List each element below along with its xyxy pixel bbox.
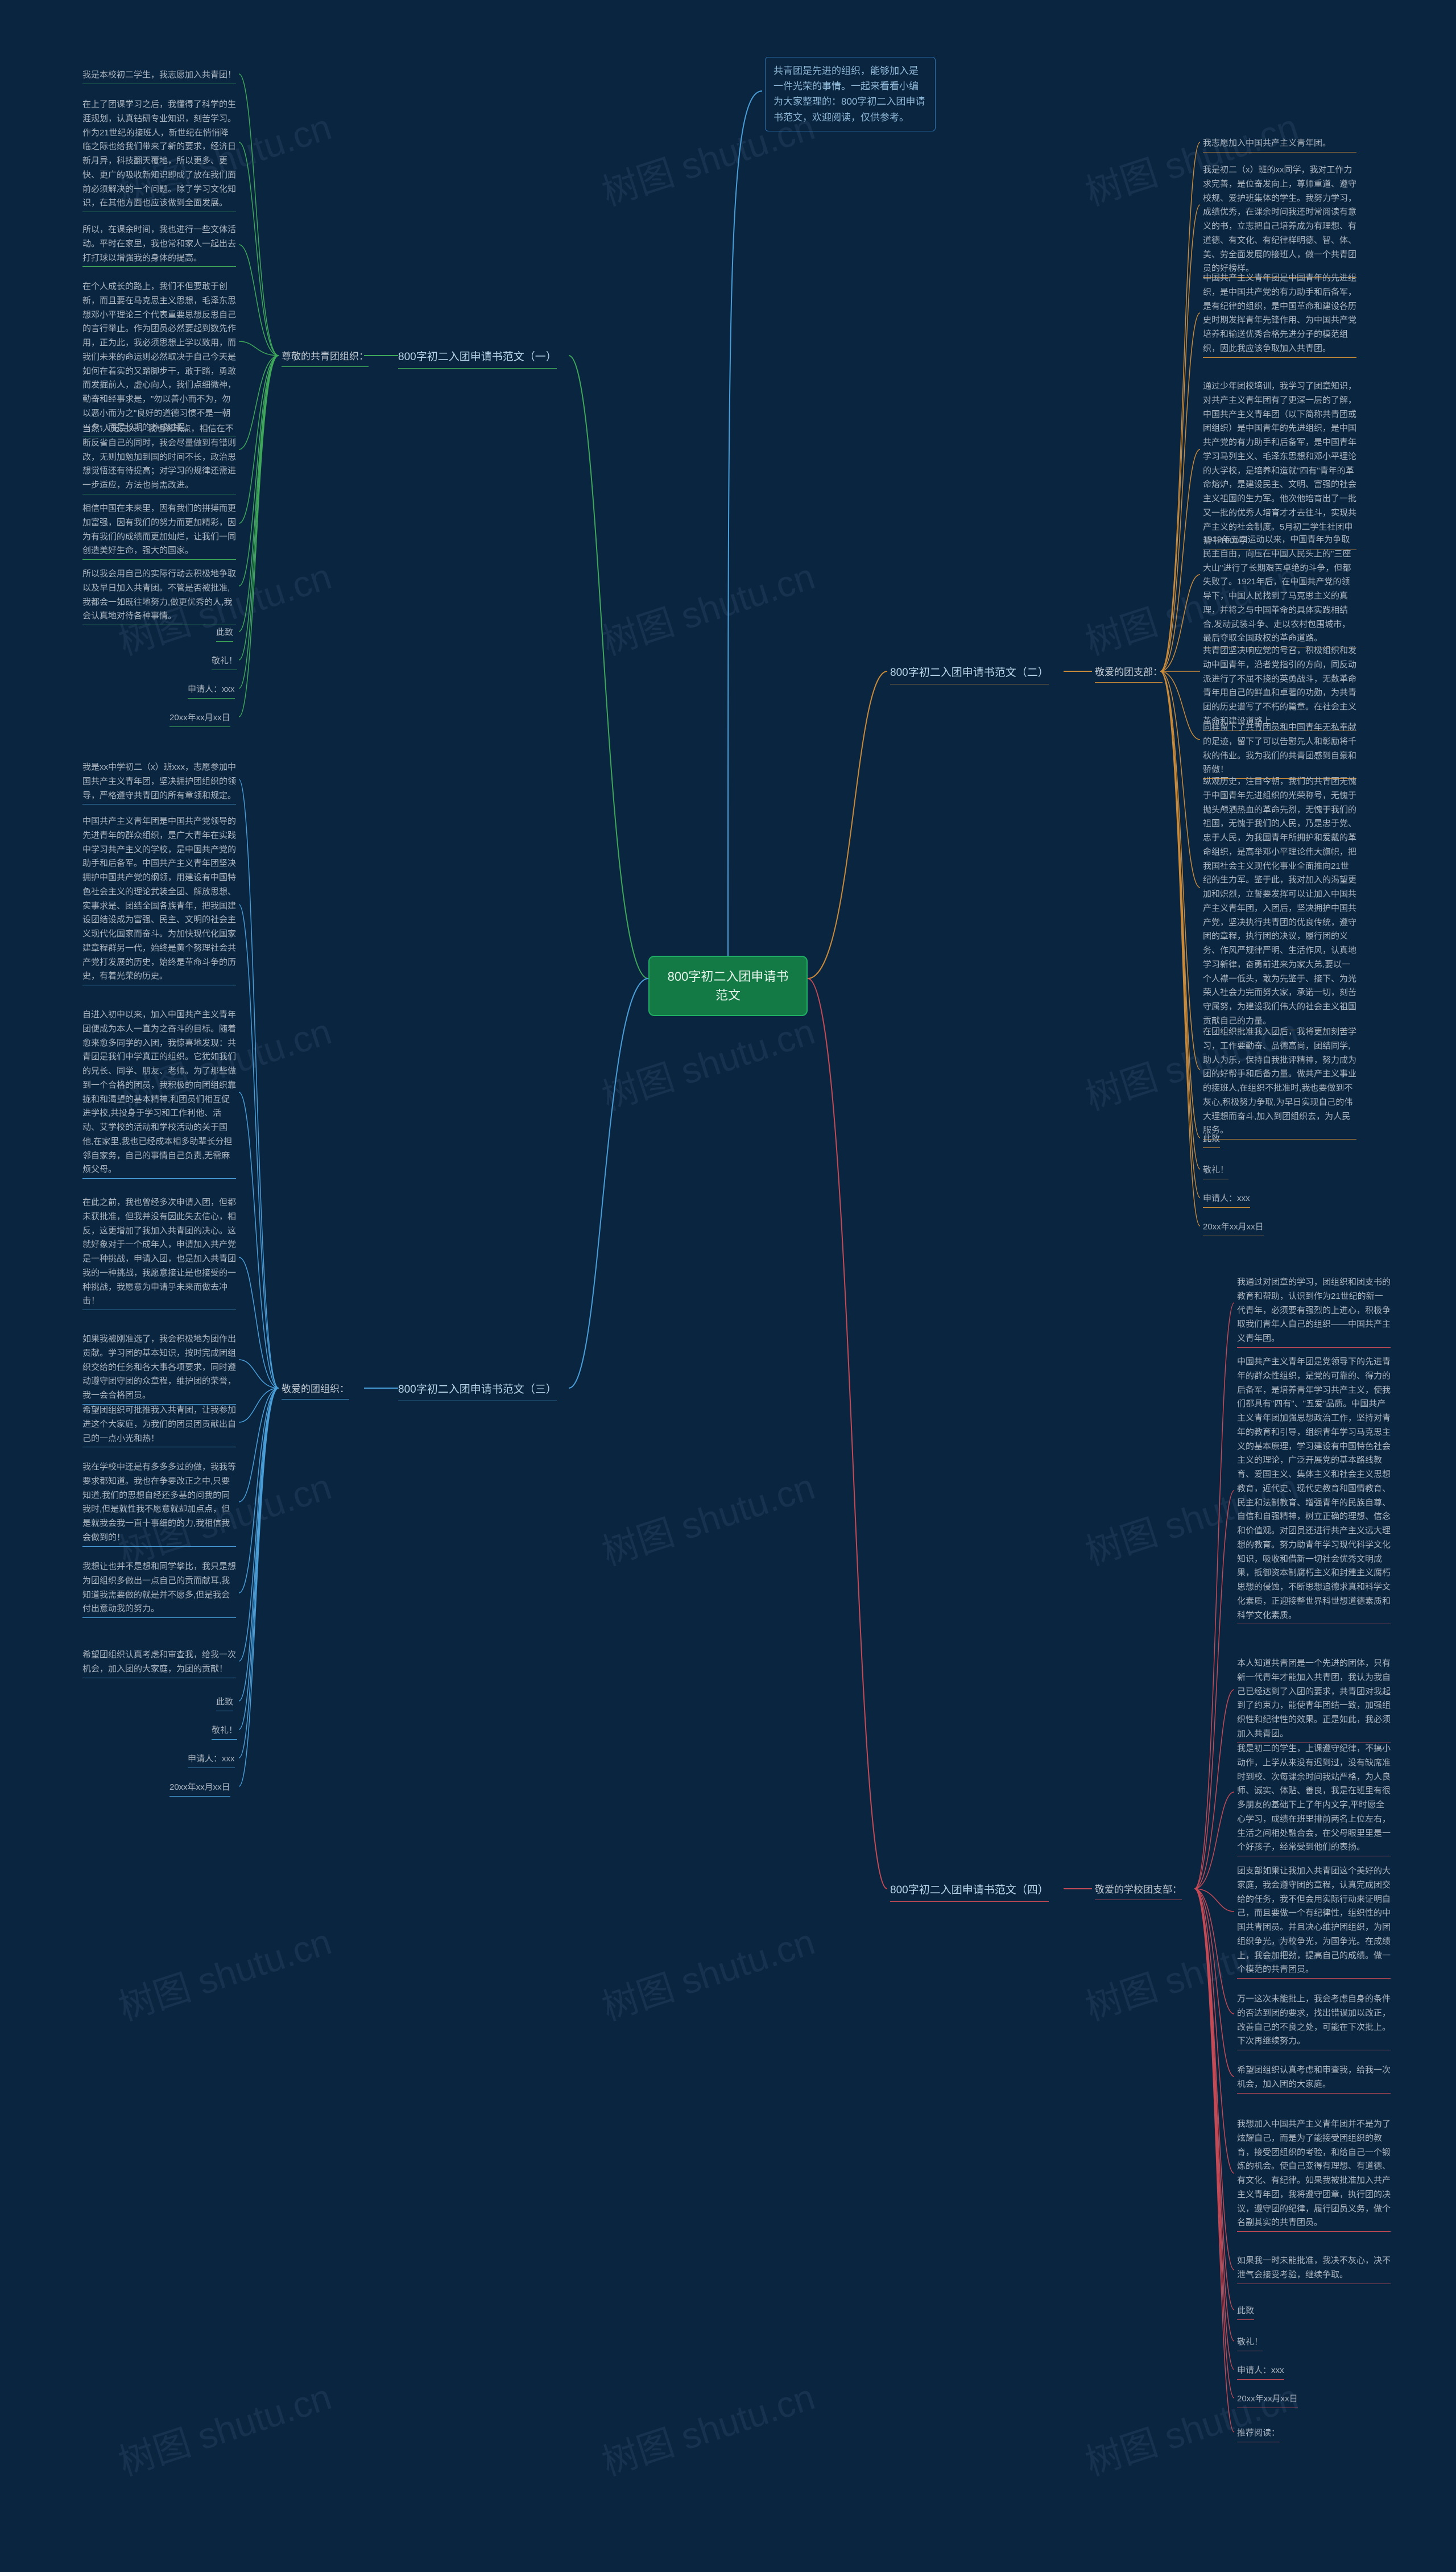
- leaf: 20xx年xx月xx日: [169, 1780, 230, 1797]
- leaf: 20xx年xx月xx日: [169, 710, 230, 727]
- leaf: 在团组织批准我入团后，我将更加刻苦学习，工作要勤奋、品德高尚，团结同学,助人为乐…: [1203, 1024, 1356, 1140]
- watermark: 树图 shutu.cn: [594, 2368, 820, 2486]
- leaf: 自进入初中以来，加入中国共产主义青年团便成为本人一直为之奋斗的目标。随着愈来愈多…: [82, 1007, 236, 1179]
- leaf: 20xx年xx月xx日: [1203, 1219, 1264, 1236]
- leaf: 1919年五四运动以来，中国青年为争取民主自由，向压在中国人民头上的"三座大山"…: [1203, 532, 1356, 647]
- leaf: 如果我一时未能批准，我决不灰心，决不泄气会接受考验，继续争取。: [1237, 2253, 1391, 2284]
- mindmap-canvas: 树图 shutu.cn 树图 shutu.cn 树图 shutu.cn 树图 s…: [0, 0, 1456, 2572]
- leaf: 此致: [216, 625, 233, 642]
- leaf: 万一这次未能批上，我会考虑自身的条件的否达到团的要求，找出错误加以改正，改善自己…: [1237, 1991, 1391, 2050]
- leaf: 我志愿加入中国共产主义青年团。: [1203, 135, 1356, 152]
- watermark: 树图 shutu.cn: [594, 1913, 820, 2030]
- center-title: 800字初二入团申请书范文: [668, 969, 789, 1002]
- leaf: 本人知道共青团是一个先进的团体，只有新一代青年才能加入共青团，我认为我自己已经达…: [1237, 1656, 1391, 1743]
- leaf: 敬礼！: [212, 653, 237, 670]
- leaf: 20xx年xx月xx日: [1237, 2391, 1298, 2408]
- leaf: 在上了团课学习之后，我懂得了科学的生涯规划，认真钻研专业知识，刻苦学习。作为21…: [82, 97, 236, 212]
- leaf: 推荐阅读：: [1237, 2425, 1280, 2442]
- leaf: 中国共产主义青年团是中国共产党领导的先进青年的群众组织，是广大青年在实践中学习共…: [82, 814, 236, 985]
- leaf: 我是初二的学生，上课遵守纪律，不搞小动作，上学从来没有迟到过，没有缺席准时到校、…: [1237, 1741, 1391, 1856]
- leaf: 同样留下了共青团员和中国青年无私奉献的足迹，留下了可以告慰先人和彰励将千秋的伟业…: [1203, 720, 1356, 779]
- watermark: 树图 shutu.cn: [111, 1913, 337, 2030]
- leaf: 共青团坚决响应党的号召，积极组织和发动中国青年，沿者党指引的方向，同反动派进行了…: [1203, 643, 1356, 730]
- leaf: 在个人成长的路上，我们不但要敢于创新，而且要在马克思主义思想，毛泽东思想邓小平理…: [82, 279, 236, 436]
- leaf: 我在学校中还是有多多多过的做，我我等要求都知道。我也在争要改正之中,只要知道,我…: [82, 1459, 236, 1547]
- leaf: 中国共产主义青年团是中国青年的先进组织，是中国共产党的有力助手和后备军，是有纪律…: [1203, 270, 1356, 358]
- leaf: 希望团组织可批推我入共青团，让我参加进这个大家庭，为我们的团员团贡献出自己的一点…: [82, 1402, 236, 1447]
- branch-1-sub: 尊敬的共青团组织：: [282, 349, 369, 367]
- leaf: 希望团组织认真考虑和审查我，给我一次机会，加入团的大家庭。: [1237, 2062, 1391, 2094]
- leaf: 相信中国在未来里，因有我们的拼搏而更加富强，因有我们的努力而更加精彩，因为有我们…: [82, 501, 236, 560]
- leaf: 敬礼！: [1237, 2334, 1263, 2351]
- leaf: 敬礼！: [212, 1723, 237, 1740]
- branch-3-label: 800字初二入团申请书范文（三）: [398, 1382, 557, 1401]
- leaf: 我想让也并不是想和同学攀比，我只是想为团组织多做出一点自己的贡而献耳,我知道我需…: [82, 1559, 236, 1618]
- leaf: 中国共产主义青年团是党领导下的先进青年的群众性组织，是党的可靠的、得力的后备军，…: [1237, 1354, 1391, 1624]
- leaf: 我是xx中学初二（x）班xxx，志愿参加中国共产主义青年团，坚决拥护团组织的领导…: [82, 759, 236, 804]
- leaf: 申请人：xxx: [1237, 2363, 1284, 2380]
- leaf: 此致: [1237, 2303, 1254, 2320]
- leaf: 团支部如果让我加入共青团这个美好的大家庭，我会遵守团的章程，认真完成团交给的任务…: [1237, 1863, 1391, 1979]
- leaf: 此致: [216, 1694, 233, 1711]
- leaf: 申请人：xxx: [188, 682, 235, 699]
- leaf: 此致: [1203, 1131, 1220, 1148]
- leaf: 当然"人无完人"，我也有缺点，相信在不断反省自己的同时，我会尽量做到有错则改，无…: [82, 421, 236, 494]
- center-node: 800字初二入团申请书范文: [648, 956, 808, 1016]
- leaf: 我是初二（x）班的xx同学，我对工作力求完善，是位奋发向上，尊师重道、遵守校规、…: [1203, 162, 1356, 278]
- watermark: 树图 shutu.cn: [594, 1002, 820, 1120]
- leaf: 我是本校初二学生，我志愿加入共青团！: [82, 67, 236, 84]
- leaf: 所以，在课余时间，我也进行一些文体活动。平时在家里，我也常和家人一起出去打打球以…: [82, 222, 236, 267]
- branch-4-sub: 敬爱的学校团支部：: [1095, 1882, 1182, 1900]
- branch-2-label: 800字初二入团申请书范文（二）: [890, 665, 1049, 684]
- intro-text: 共青团是先进的组织，能够加入是一件光荣的事情。一起来看看小编为大家整理的：800…: [774, 65, 925, 123]
- intro-node: 共青团是先进的组织，能够加入是一件光荣的事情。一起来看看小编为大家整理的：800…: [765, 57, 936, 131]
- watermark: 树图 shutu.cn: [594, 1458, 820, 1575]
- leaf: 我通过对团章的学习，团组织和团支书的教育和帮助，认识到作为21世纪的新一代青年，…: [1237, 1274, 1391, 1348]
- leaf: 在此之前，我也曾经多次申请入团，但都未获批准，但我并没有因此失去信心，相反，这更…: [82, 1195, 236, 1310]
- leaf: 希望团组织认真考虑和审查我，给我一次机会，加入团的大家庭，为团的贡献！: [82, 1647, 236, 1678]
- branch-2-sub: 敬爱的团支部：: [1095, 665, 1163, 683]
- branch-4-label: 800字初二入团申请书范文（四）: [890, 1882, 1049, 1902]
- watermark: 树图 shutu.cn: [594, 547, 820, 665]
- leaf: 申请人：xxx: [1203, 1191, 1250, 1208]
- leaf: 我想加入中国共产主义青年团并不是为了炫耀自己，而是为了能接受团组织的教育，接受团…: [1237, 2116, 1391, 2232]
- branch-1-label: 800字初二入团申请书范文（一）: [398, 349, 557, 369]
- leaf: 所以我会用自己的实际行动去积极地争取以及早日加入共青团。不管是否被批准,我都会一…: [82, 566, 236, 625]
- branch-3-sub: 敬爱的团组织：: [282, 1382, 349, 1399]
- leaf: 如果我被刚准选了，我会积极地为团作出贡献。学习团的基本知识，按时完成团组织交给的…: [82, 1331, 236, 1405]
- leaf: 通过少年团校培训，我学习了团章知识，对共产主义青年团有了更深一层的了解，中国共产…: [1203, 378, 1356, 550]
- leaf: 敬礼！: [1203, 1162, 1228, 1179]
- leaf: 纵观历史，注目今朝，我们的共青团无愧于中国青年先进组织的光荣称号，无愧于抛头颅洒…: [1203, 774, 1356, 1030]
- leaf: 申请人：xxx: [188, 1751, 235, 1768]
- watermark: 树图 shutu.cn: [111, 2368, 337, 2486]
